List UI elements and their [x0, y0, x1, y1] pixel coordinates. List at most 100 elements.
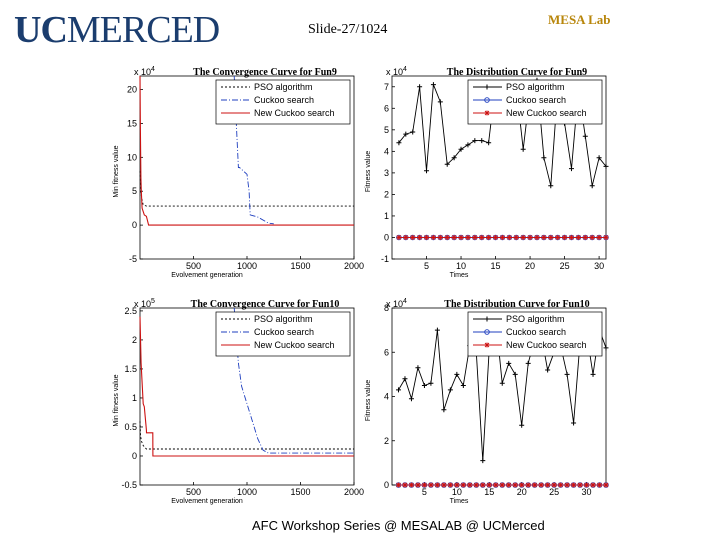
series-line-1 [233, 307, 354, 454]
star-marker [402, 482, 408, 488]
chart-fun9-convergence: The Convergence Curve for Fun9 x 104 500 10… [113, 66, 364, 279]
star-marker [486, 234, 492, 240]
plus-marker [402, 376, 408, 382]
footer-text: AFC Workshop Series @ MESALAB @ UCMerced [252, 518, 545, 533]
y-axis-label: Fitness value [365, 380, 372, 421]
star-marker [396, 234, 402, 240]
y-tick-label: 1.5 [124, 364, 137, 374]
x-tick-label: 1000 [237, 261, 257, 271]
legend-entry-0: PSO algorithm [506, 314, 565, 324]
star-marker [571, 482, 577, 488]
plus-marker [480, 458, 486, 464]
plus-marker [410, 129, 416, 135]
star-marker [575, 234, 581, 240]
y-tick-label: 20 [127, 85, 137, 95]
logo-merced: MERCED [66, 9, 220, 51]
x-tick-label: 1500 [290, 261, 310, 271]
x-tick-label: 500 [186, 487, 201, 497]
plus-marker [434, 327, 440, 333]
axis-exponent-power: 5 [151, 298, 155, 305]
plus-marker [437, 99, 443, 105]
star-marker [590, 482, 596, 488]
star-marker [499, 482, 505, 488]
y-axis-label: Fitness value [365, 151, 372, 192]
x-tick-label: 20 [517, 487, 527, 497]
plus-marker [525, 360, 531, 366]
star-marker [513, 234, 519, 240]
plus-marker [499, 380, 505, 386]
series-line-2 [139, 316, 354, 457]
star-marker [512, 482, 518, 488]
star-marker [428, 482, 434, 488]
series-line-2 [139, 75, 354, 226]
y-tick-label: 0 [132, 451, 137, 461]
star-marker [395, 482, 401, 488]
legend-entry-0: PSO algorithm [506, 82, 565, 92]
plus-marker [451, 155, 457, 161]
y-tick-label: 1 [132, 393, 137, 403]
star-marker [545, 482, 551, 488]
star-marker [527, 234, 533, 240]
chart-fun10-distribution: The Distribution Curve for Fun10 x 104 5 10… [365, 298, 609, 505]
x-tick-label: 500 [186, 261, 201, 271]
star-marker [506, 234, 512, 240]
star-marker [480, 482, 486, 488]
plus-marker [486, 140, 492, 146]
y-tick-label: 4 [384, 392, 389, 402]
star-marker [534, 234, 540, 240]
star-marker [472, 234, 478, 240]
star-marker [597, 482, 603, 488]
series-line-1 [233, 75, 274, 225]
chart-title: The Distribution Curve for Fun9 [447, 67, 587, 78]
y-tick-label: 2 [384, 189, 389, 199]
logo-uc: UC [14, 9, 68, 51]
legend-entry-2: New Cuckoo search [506, 108, 587, 118]
star-marker [493, 234, 499, 240]
x-tick-label: 25 [560, 261, 570, 271]
plus-marker [447, 387, 453, 393]
star-marker [441, 482, 447, 488]
plus-marker [603, 163, 609, 169]
star-marker [415, 482, 421, 488]
x-tick-label: 5 [424, 261, 429, 271]
plus-marker [582, 133, 588, 139]
plus-marker [396, 140, 402, 146]
x-axis-label: Evolvement generation [171, 272, 243, 279]
legend-entry-1: Cuckoo search [254, 95, 314, 105]
star-marker [584, 482, 590, 488]
star-marker [493, 482, 499, 488]
plus-marker [568, 166, 574, 172]
x-tick-label: 20 [525, 261, 535, 271]
star-marker [558, 482, 564, 488]
plus-marker [444, 161, 450, 167]
y-tick-label: 5 [132, 186, 137, 196]
star-marker [430, 234, 436, 240]
star-marker [499, 234, 505, 240]
star-marker [577, 482, 583, 488]
x-tick-label: 1000 [237, 487, 257, 497]
axis-exponent: x 104 [386, 298, 407, 309]
plus-marker [519, 422, 525, 428]
star-marker [589, 234, 595, 240]
plus-marker [458, 146, 464, 152]
star-marker [548, 234, 554, 240]
plus-marker [415, 365, 421, 371]
star-marker [437, 234, 443, 240]
plus-marker [589, 183, 595, 189]
star-marker [424, 234, 430, 240]
star-marker [568, 234, 574, 240]
plus-marker [506, 360, 512, 366]
x-tick-label: 2000 [344, 261, 364, 271]
plus-marker [430, 82, 436, 88]
star-marker [519, 482, 525, 488]
plus-marker [520, 146, 526, 152]
legend-entry-1: Cuckoo search [506, 327, 566, 337]
y-tick-label: 10 [127, 152, 137, 162]
x-tick-label: 2000 [344, 487, 364, 497]
y-tick-label: -1 [381, 254, 389, 264]
plus-marker [441, 407, 447, 413]
plus-marker [417, 84, 423, 90]
plus-marker [596, 155, 602, 161]
star-marker [451, 234, 457, 240]
y-tick-label: 0 [384, 232, 389, 242]
